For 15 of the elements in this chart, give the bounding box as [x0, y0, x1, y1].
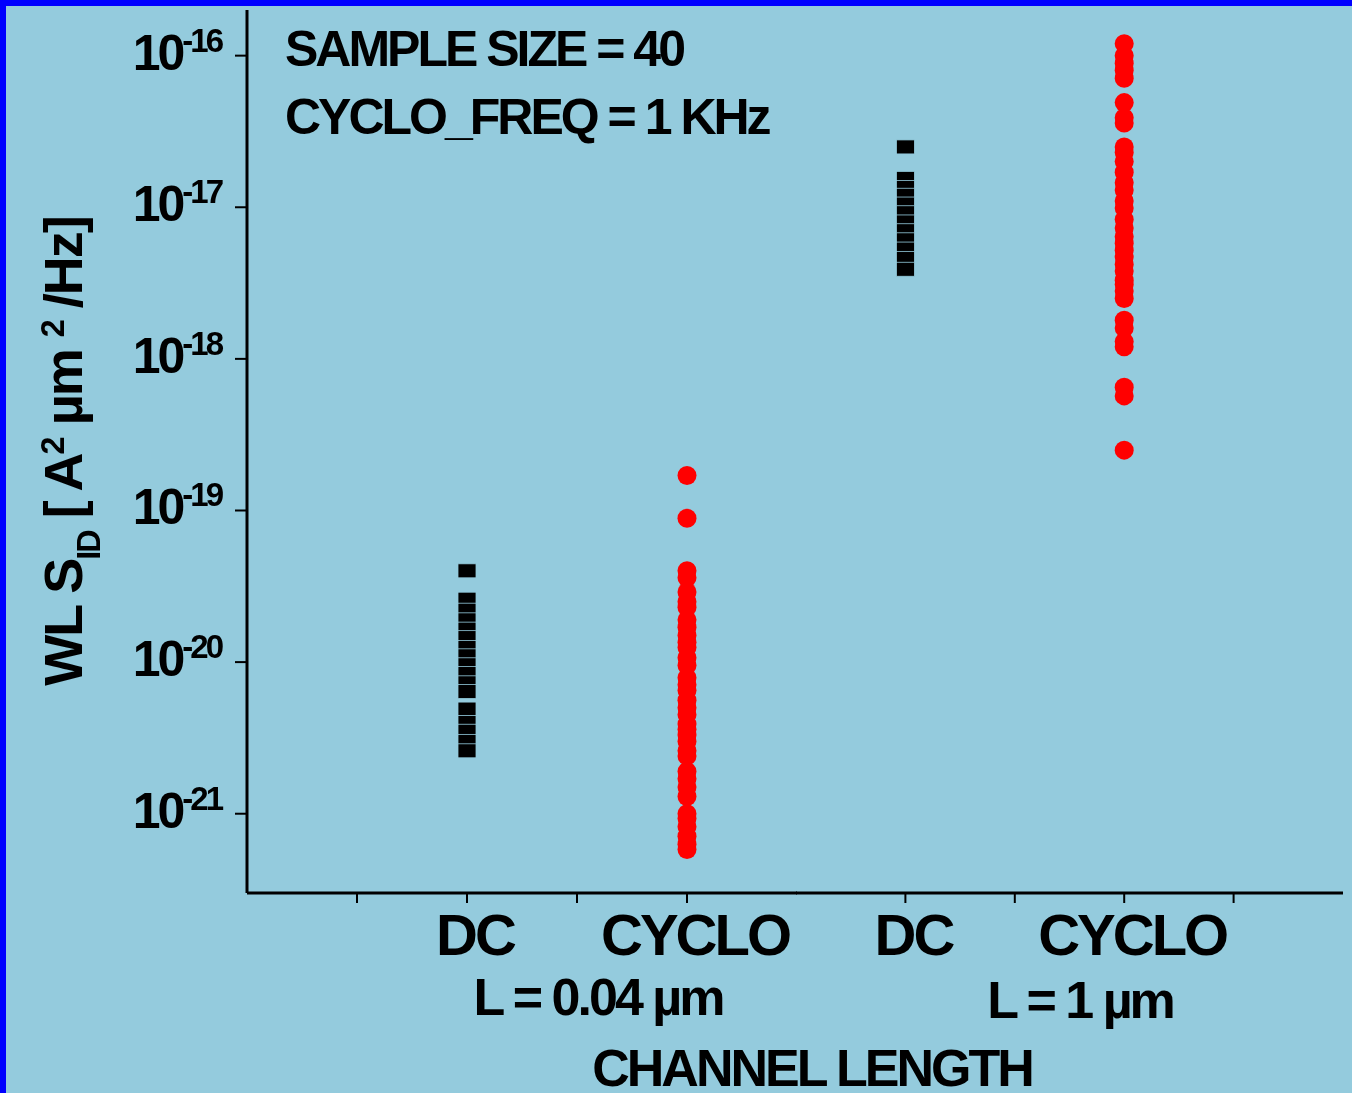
y-tick-label: 10$^{-16}$ — [132, 21, 224, 81]
y-tick-label: 10$^{-17}$ — [132, 172, 223, 233]
annotation: CYCLO_FREQ = 1 KHz — [285, 89, 771, 145]
x-tick-label: DC — [874, 902, 955, 967]
y-tick-label: 10$^{-20}$ — [132, 627, 223, 688]
x-tick-label: DC — [436, 902, 516, 967]
annotation: SAMPLE SIZE = 40 — [285, 21, 685, 77]
y-tick-label: 10$^{-21}$ — [132, 779, 224, 839]
x-tick-label: CYCLO — [1038, 902, 1228, 967]
x-axis-title: L = 0.04 µm — [473, 968, 724, 1026]
y-tick-label: 10$^{-18}$ — [132, 324, 224, 384]
x-tick-label: CYCLO — [601, 902, 790, 967]
x-axis-title: L = 1 µm — [987, 971, 1174, 1029]
y-tick-label: 10$^{-19}$ — [132, 475, 224, 536]
text: CHANNEL LENGTH — [592, 1039, 1033, 1093]
